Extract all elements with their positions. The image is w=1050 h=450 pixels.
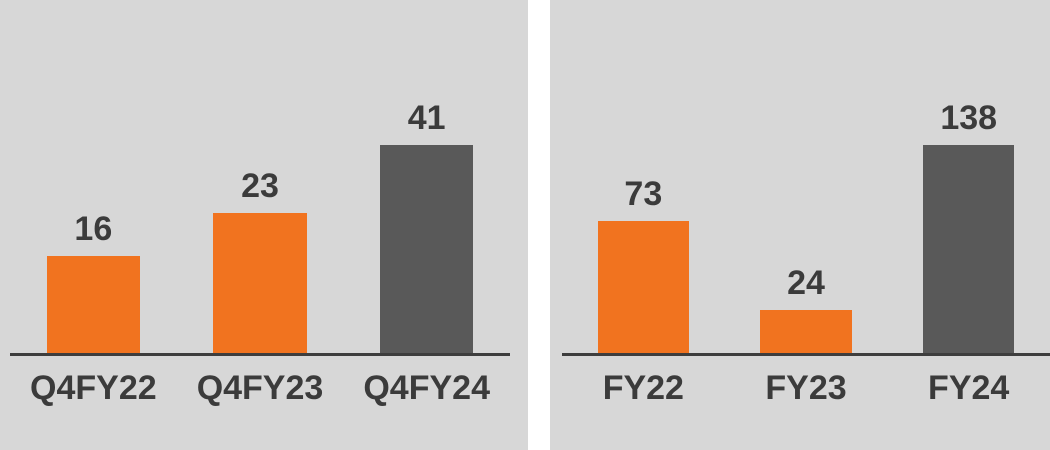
bar-slot: 23: [177, 101, 344, 353]
chart-panel-quarterly: 16 23 41 Q4FY22 Q4FY23 Q4FY24: [0, 0, 528, 450]
data-label: 24: [787, 264, 825, 302]
bar: [380, 145, 474, 353]
category-label: Q4FY23: [196, 369, 324, 407]
data-label: 73: [624, 175, 663, 213]
data-label: 41: [407, 99, 446, 137]
category-label: Q4FY22: [30, 369, 157, 407]
bar-slot: 138: [887, 101, 1050, 353]
data-label: 16: [74, 210, 113, 248]
bar: [597, 221, 689, 353]
category-label: Q4FY24: [363, 369, 490, 407]
plot-area: 73 24 138: [562, 101, 1050, 356]
bar-slot: 41: [343, 101, 510, 353]
data-label: 23: [241, 167, 279, 205]
bar: [923, 145, 1015, 353]
bar-slot: 73: [562, 101, 725, 353]
bar: [760, 310, 852, 353]
category-axis: Q4FY22 Q4FY23 Q4FY24: [10, 359, 510, 450]
bar-slot: 24: [725, 101, 888, 353]
plot-area: 16 23 41: [10, 101, 510, 356]
bar-slot: 16: [10, 101, 177, 353]
data-label: 138: [940, 99, 998, 137]
category-label: FY23: [765, 369, 847, 407]
category-label: FY24: [928, 369, 1010, 407]
chart-panel-annual: 73 24 138 FY22 FY23 FY24: [550, 0, 1050, 450]
category-label: FY22: [602, 369, 684, 407]
bar: [213, 213, 307, 353]
bar: [46, 256, 140, 353]
category-axis: FY22 FY23 FY24: [562, 359, 1050, 450]
